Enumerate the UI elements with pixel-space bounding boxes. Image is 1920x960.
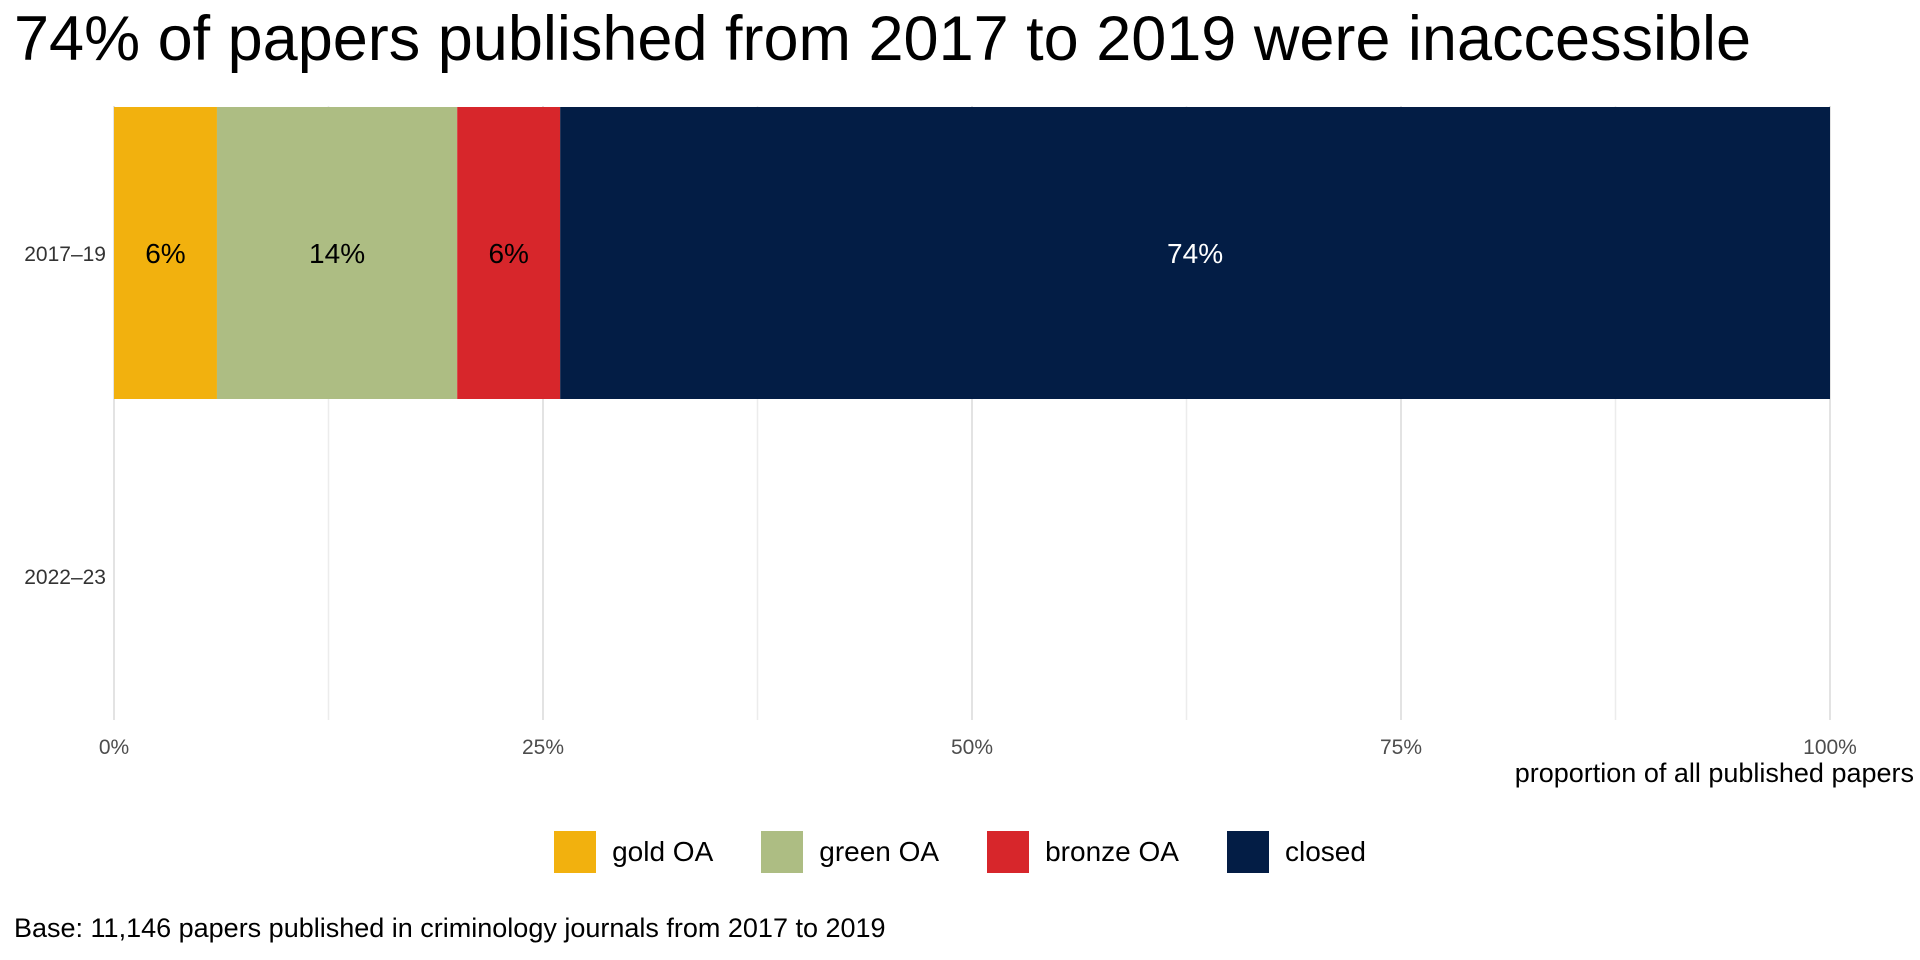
y-tick-label: 2017–19	[24, 243, 106, 266]
data-label: 74%	[1167, 238, 1223, 269]
data-label: 6%	[145, 238, 185, 269]
legend-label: gold OA	[612, 836, 714, 867]
x-tick-label: 50%	[951, 736, 993, 759]
bar-green-oa	[216, 107, 458, 399]
chart-title: 74% of papers published from 2017 to 201…	[14, 4, 1752, 74]
x-axis-title: proportion of all published papers	[1515, 758, 1914, 788]
legend-item: gold OA	[554, 831, 713, 873]
bar-gold-oa	[114, 107, 217, 399]
x-tick-label: 75%	[1380, 736, 1422, 759]
legend: gold OA green OA bronze OA closed	[0, 826, 1920, 878]
bar-bronze-oa	[457, 107, 561, 399]
data-label: 14%	[309, 238, 365, 269]
legend-item: green OA	[761, 831, 939, 873]
data-labels: 6% 14% 6% 74%	[145, 238, 1223, 269]
bars	[114, 107, 1831, 399]
y-tick-label: 2022–23	[24, 566, 106, 589]
legend-item: closed	[1226, 831, 1366, 873]
data-label: 6%	[488, 238, 528, 269]
legend-swatch	[761, 831, 804, 873]
x-tick-label: 100%	[1803, 736, 1857, 759]
legend-swatch	[554, 831, 597, 873]
stacked-bar-chart: 6% 14% 6% 74% 2017–19 2022–23 0% 25% 50% 75% 100%…	[24, 106, 1914, 788]
legend-swatch	[987, 831, 1030, 873]
axes: 2017–19 2022–23 0% 25% 50% 75% 100%proportion …	[24, 243, 1914, 788]
caption: Base: 11,146 papers published in crimino…	[14, 913, 886, 943]
legend-swatch	[1226, 831, 1269, 873]
legend-label: green OA	[819, 836, 940, 867]
legend-label: closed	[1284, 836, 1366, 867]
x-tick-label: 25%	[522, 736, 564, 759]
x-tick-label: 0%	[99, 736, 129, 759]
bar-closed	[560, 107, 1831, 399]
legend-item: bronze OA	[987, 831, 1179, 873]
legend-label: bronze OA	[1045, 836, 1179, 867]
